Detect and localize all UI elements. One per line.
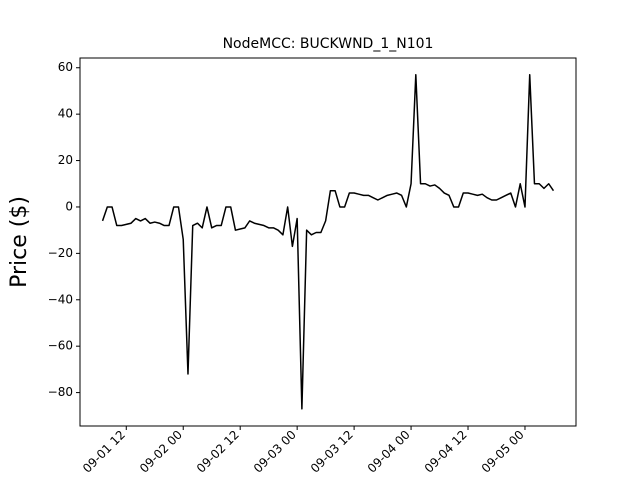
y-tick-label: 40 [58,107,73,121]
chart-title: NodeMCC: BUCKWND_1_N101 [223,36,434,52]
x-tick-label: 09-04 00 [365,428,413,476]
y-tick-label: −80 [48,385,73,399]
plot-frame [79,57,577,427]
x-tick-label: 09-03 00 [251,428,299,476]
x-tick-label: 09-02 12 [194,428,242,476]
y-tick-label: −60 [48,339,73,353]
y-axis-label: Price ($) [7,196,32,288]
y-tick-label: 60 [58,60,73,74]
x-tick-label: 09-04 12 [422,428,470,476]
y-tick-label: −40 [48,292,73,306]
x-tick-label: 09-01 12 [80,428,128,476]
y-tick-label: 20 [58,153,73,167]
x-tick-label: 09-03 12 [308,428,356,476]
price-line [101,73,555,410]
x-tick-label: 09-02 00 [137,428,185,476]
y-tick-label: 0 [65,199,73,213]
y-tick-label: −20 [48,246,73,260]
x-tick-label: 09-05 00 [479,428,527,476]
